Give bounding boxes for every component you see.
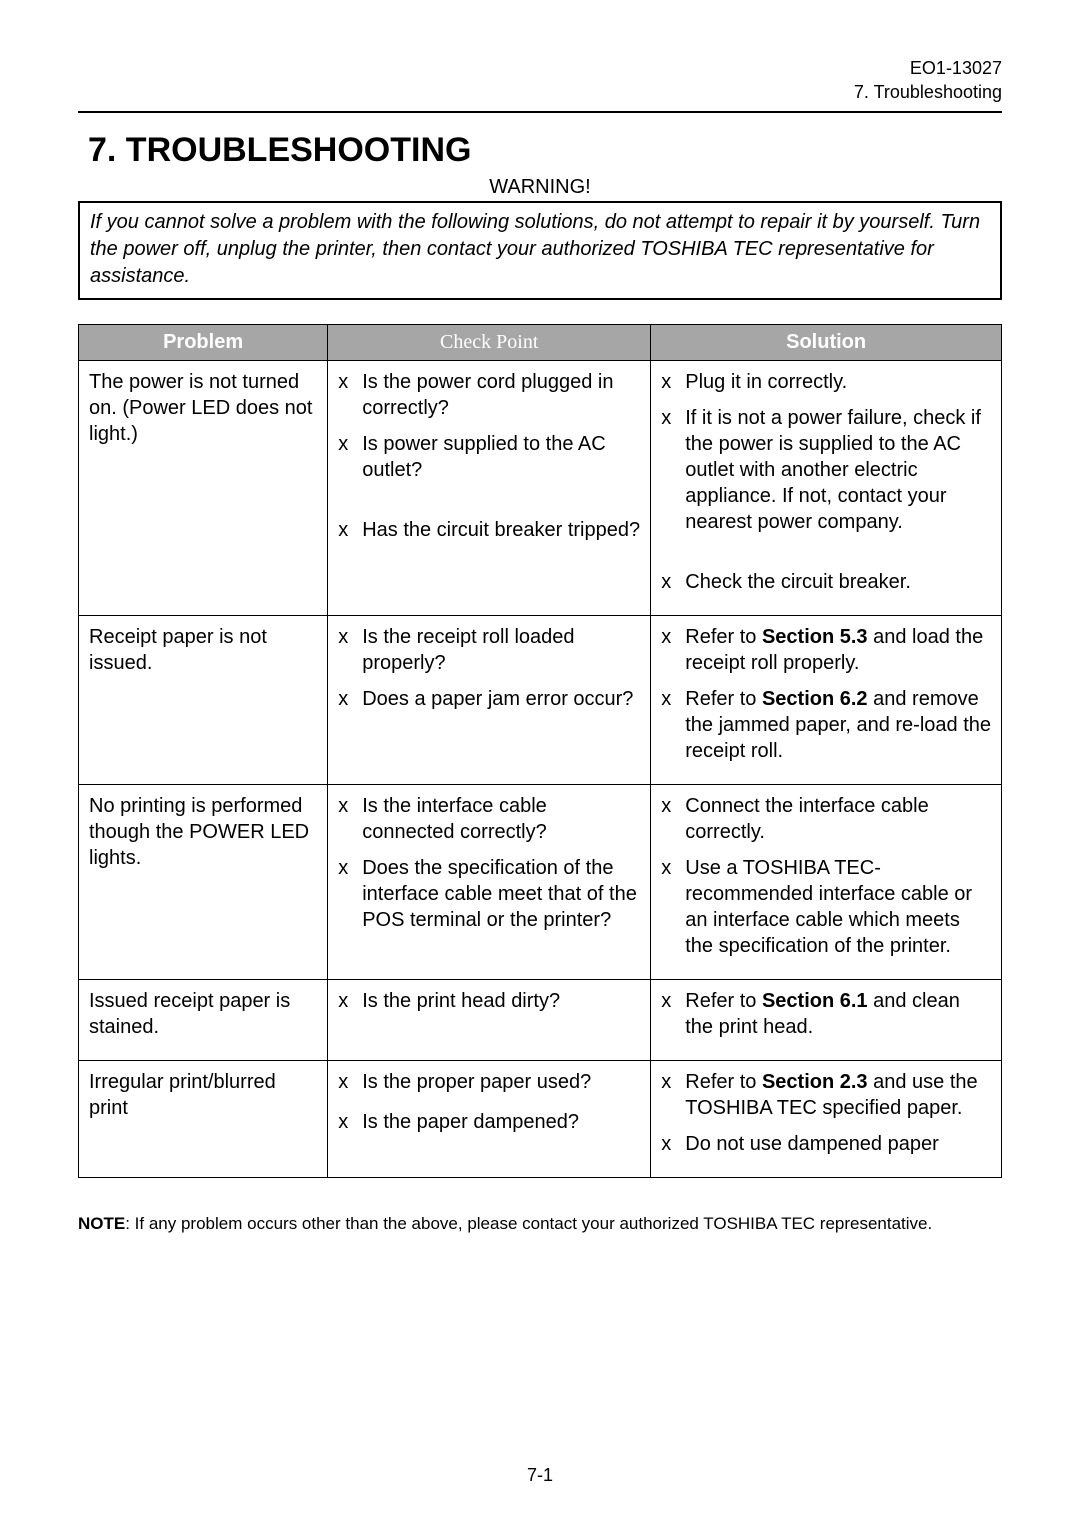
list-item: xDoes the specification of the interface… (338, 855, 640, 933)
th-check: Check Point (328, 324, 651, 360)
list-item: xHas the circuit breaker tripped? (338, 517, 640, 543)
cell-check: xIs the print head dirty? (328, 979, 651, 1060)
bullet: x (338, 517, 362, 543)
cell-solution: xPlug it in correctly.xIf it is not a po… (651, 360, 1002, 615)
th-solution: Solution (651, 324, 1002, 360)
bullet-text: Is the interface cable connected correct… (362, 793, 640, 845)
bullet: x (338, 988, 362, 1014)
cell-check: xIs the receipt roll loaded properly?xDo… (328, 615, 651, 784)
bullet-text: Is the paper dampened? (362, 1109, 640, 1135)
section-title: 7. TROUBLESHOOTING (88, 131, 1002, 170)
note: NOTE: If any problem occurs other than t… (78, 1214, 1002, 1234)
bullet-text: Refer to Section 2.3 and use the TOSHIBA… (685, 1069, 991, 1121)
cell-solution: xRefer to Section 5.3 and load the recei… (651, 615, 1002, 784)
bullet-text: Does a paper jam error occur? (362, 686, 640, 712)
list-item: xIs the power cord plugged in correctly? (338, 369, 640, 421)
cell-solution: xRefer to Section 6.1 and clean the prin… (651, 979, 1002, 1060)
cell-problem: Irregular print/blurred print (79, 1060, 328, 1177)
list-item: xCheck the circuit breaker. (661, 569, 991, 595)
table-row: Irregular print/blurred printxIs the pro… (79, 1060, 1002, 1177)
note-text: : If any problem occurs other than the a… (125, 1214, 932, 1233)
list-item: xRefer to Section 6.1 and clean the prin… (661, 988, 991, 1040)
bullet-text: Do not use dampened paper (685, 1131, 991, 1157)
bullet: x (338, 686, 362, 712)
bullet-text: Refer to Section 6.1 and clean the print… (685, 988, 991, 1040)
page: EO1-13027 7. Troubleshooting 7. TROUBLES… (0, 0, 1080, 1528)
note-label: NOTE (78, 1214, 125, 1233)
list-item: xRefer to Section 5.3 and load the recei… (661, 624, 991, 676)
list-item: xIs the proper paper used? (338, 1069, 640, 1095)
doc-code: EO1-13027 (78, 56, 1002, 80)
cell-problem: No printing is performed though the POWE… (79, 784, 328, 979)
warning-label: WARNING! (78, 176, 1002, 199)
bullet: x (661, 1069, 685, 1095)
bullet: x (661, 855, 685, 881)
bullet-text: Has the circuit breaker tripped? (362, 517, 640, 543)
table-header-row: Problem Check Point Solution (79, 324, 1002, 360)
troubleshooting-table: Problem Check Point Solution The power i… (78, 324, 1002, 1178)
bullet: x (661, 569, 685, 595)
bullet: x (338, 1109, 362, 1135)
bullet: x (661, 988, 685, 1014)
bullet-text: Refer to Section 6.2 and remove the jamm… (685, 686, 991, 764)
list-item: xRefer to Section 2.3 and use the TOSHIB… (661, 1069, 991, 1121)
bullet: x (338, 431, 362, 457)
bullet-text: Refer to Section 5.3 and load the receip… (685, 624, 991, 676)
bullet: x (661, 1131, 685, 1157)
bullet-text: Is the print head dirty? (362, 988, 640, 1014)
bullet-text: Is the proper paper used? (362, 1069, 640, 1095)
list-item: xIf it is not a power failure, check if … (661, 405, 991, 535)
list-item: xIs the interface cable connected correc… (338, 793, 640, 845)
list-item: xDo not use dampened paper (661, 1131, 991, 1157)
bullet-text: Check the circuit breaker. (685, 569, 991, 595)
page-number: 7-1 (0, 1465, 1080, 1486)
bullet-text: Is the power cord plugged in correctly? (362, 369, 640, 421)
list-item: xIs the print head dirty? (338, 988, 640, 1014)
warning-box: If you cannot solve a problem with the f… (78, 201, 1002, 300)
bullet: x (338, 369, 362, 395)
table-row: Receipt paper is not issued.xIs the rece… (79, 615, 1002, 784)
table-row: The power is not turned on. (Power LED d… (79, 360, 1002, 615)
cell-solution: xRefer to Section 2.3 and use the TOSHIB… (651, 1060, 1002, 1177)
bullet: x (661, 624, 685, 650)
bullet-text: If it is not a power failure, check if t… (685, 405, 991, 535)
list-item: xPlug it in correctly. (661, 369, 991, 395)
list-item: xConnect the interface cable correctly. (661, 793, 991, 845)
table-row: Issued receipt paper is stained.xIs the … (79, 979, 1002, 1060)
cell-check: xIs the interface cable connected correc… (328, 784, 651, 979)
table-row: No printing is performed though the POWE… (79, 784, 1002, 979)
bullet: x (661, 405, 685, 431)
header-rule (78, 111, 1002, 113)
page-header: EO1-13027 7. Troubleshooting (78, 56, 1002, 105)
bullet: x (338, 855, 362, 881)
cell-check: xIs the proper paper used?xIs the paper … (328, 1060, 651, 1177)
list-item: xIs the receipt roll loaded properly? (338, 624, 640, 676)
table-body: The power is not turned on. (Power LED d… (79, 360, 1002, 1177)
list-item: xIs power supplied to the AC outlet? (338, 431, 640, 483)
bullet-text: Is power supplied to the AC outlet? (362, 431, 640, 483)
bullet: x (338, 624, 362, 650)
list-item: xIs the paper dampened? (338, 1109, 640, 1135)
bullet-text: Is the receipt roll loaded properly? (362, 624, 640, 676)
bullet: x (661, 686, 685, 712)
list-item: xUse a TOSHIBA TEC-recommended interface… (661, 855, 991, 959)
bullet-text: Does the specification of the interface … (362, 855, 640, 933)
cell-problem: The power is not turned on. (Power LED d… (79, 360, 328, 615)
bullet: x (338, 793, 362, 819)
cell-problem: Receipt paper is not issued. (79, 615, 328, 784)
bullet-text: Use a TOSHIBA TEC-recommended interface … (685, 855, 991, 959)
cell-problem: Issued receipt paper is stained. (79, 979, 328, 1060)
cell-check: xIs the power cord plugged in correctly?… (328, 360, 651, 615)
bullet-text: Plug it in correctly. (685, 369, 991, 395)
list-item: xRefer to Section 6.2 and remove the jam… (661, 686, 991, 764)
bullet: x (661, 793, 685, 819)
doc-section: 7. Troubleshooting (78, 80, 1002, 104)
th-problem: Problem (79, 324, 328, 360)
bullet-text: Connect the interface cable correctly. (685, 793, 991, 845)
bullet: x (661, 369, 685, 395)
list-item: xDoes a paper jam error occur? (338, 686, 640, 712)
cell-solution: xConnect the interface cable correctly.x… (651, 784, 1002, 979)
bullet: x (338, 1069, 362, 1095)
